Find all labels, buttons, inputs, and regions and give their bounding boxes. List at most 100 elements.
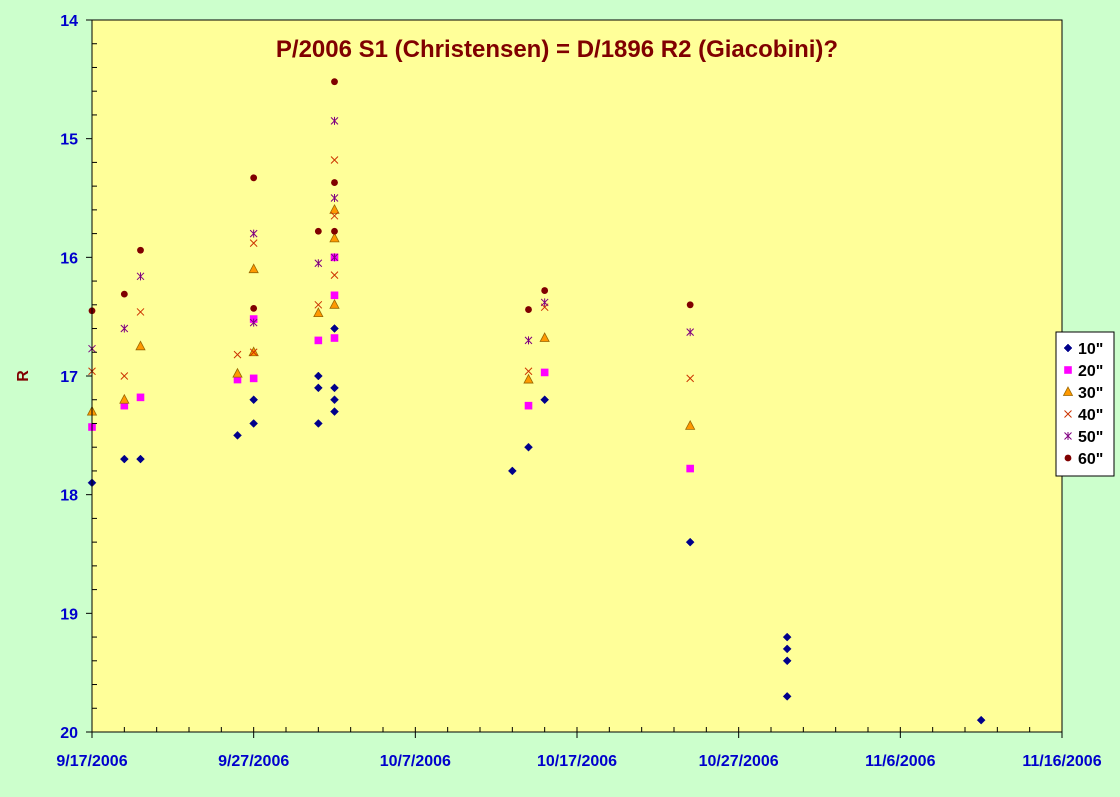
data-point-triangle	[119, 393, 130, 404]
data-point-triangle	[329, 204, 340, 214]
data-point-triangle	[685, 419, 696, 430]
legend-label: 50"	[1078, 429, 1103, 446]
data-point-triangle	[248, 346, 259, 357]
data-point-diamond	[233, 430, 242, 440]
legend-label: 10"	[1078, 341, 1103, 358]
data-point-circle	[250, 174, 258, 182]
data-point-star	[314, 259, 323, 268]
data-point-circle	[331, 179, 338, 186]
data-point-x	[249, 348, 258, 357]
data-point-diamond	[524, 442, 533, 452]
data-point-star	[136, 272, 145, 281]
chart-title: P/2006 S1 (Christensen) = D/1896 R2 (Gia…	[276, 36, 838, 63]
x-tick-label: 9/17/2006	[56, 753, 127, 770]
x-tick-label: 10/17/2006	[537, 753, 617, 770]
series-5-group	[88, 116, 695, 353]
data-point-star	[249, 318, 258, 327]
data-point-diamond	[782, 656, 792, 666]
data-point-x	[249, 239, 258, 247]
data-point-diamond	[249, 419, 259, 428]
marks-layer	[86, 78, 986, 725]
x-tick-label: 11/6/2006	[865, 753, 935, 770]
y-tick-label: 19	[60, 606, 78, 623]
x-tick-label: 9/27/2006	[218, 753, 289, 770]
data-point-circle	[314, 227, 322, 235]
data-point-circle	[120, 290, 128, 298]
y-tick-label: 17	[60, 369, 78, 386]
data-point-diamond	[119, 454, 129, 464]
data-point-x	[233, 350, 242, 359]
data-point-diamond	[330, 324, 339, 333]
y-tick-label: 18	[60, 488, 78, 505]
data-point-circle	[686, 301, 694, 309]
series-1-group	[87, 324, 986, 725]
data-point-star	[330, 194, 339, 202]
legend-box	[1055, 331, 1115, 477]
data-point-circle	[250, 304, 258, 312]
data-point-triangle	[329, 298, 340, 309]
data-point-diamond	[540, 395, 550, 405]
data-point-star	[686, 328, 695, 337]
legend-label: 20"	[1078, 363, 1103, 380]
data-point-circle	[137, 246, 144, 254]
legend-label: 60"	[1078, 451, 1103, 468]
series-3-group	[86, 204, 696, 430]
data-point-square	[330, 291, 339, 300]
data-point-x	[330, 156, 339, 164]
legend-square-icon	[1064, 366, 1072, 374]
y-tick-label: 16	[60, 250, 78, 267]
data-point-circle	[525, 306, 532, 313]
y-axis-label: R	[15, 370, 32, 382]
data-point-square	[330, 334, 339, 342]
axes-layer: 14 15 16 17 18 19 20 9/17/2006 9/27/2006 10/7/200…	[56, 13, 1101, 770]
data-point-diamond	[782, 692, 792, 701]
data-point-diamond	[313, 371, 323, 381]
series-6-group	[88, 78, 694, 315]
data-point-diamond	[685, 537, 695, 547]
data-point-diamond	[330, 407, 339, 416]
data-point-triangle	[232, 367, 243, 378]
data-point-star	[330, 253, 339, 262]
data-point-diamond	[976, 715, 986, 725]
data-point-triangle	[313, 307, 324, 318]
data-point-square	[136, 393, 145, 402]
legend-diamond-icon	[1063, 343, 1073, 353]
x-tick-label: 10/27/2006	[699, 753, 779, 770]
data-point-diamond	[507, 466, 517, 476]
data-point-star	[524, 336, 533, 345]
data-point-star	[540, 298, 549, 307]
data-point-diamond	[313, 419, 323, 428]
data-point-star	[330, 116, 339, 125]
data-point-diamond	[313, 383, 323, 393]
data-point-x	[314, 300, 323, 309]
x-tick-label: 11/16/2006	[1022, 753, 1101, 770]
data-point-diamond	[782, 644, 792, 654]
y-tick-label: 20	[60, 725, 78, 742]
data-point-square	[314, 336, 323, 345]
data-point-triangle	[329, 232, 340, 243]
legend-star-icon	[1064, 432, 1072, 440]
legend-triangle-icon	[1062, 386, 1074, 396]
y-tick-label: 15	[60, 132, 78, 149]
data-point-triangle	[248, 263, 259, 274]
data-point-triangle	[523, 373, 534, 384]
data-point-square	[540, 368, 549, 377]
data-point-triangle	[135, 340, 146, 351]
data-point-x	[524, 367, 533, 376]
data-point-star	[249, 229, 258, 238]
data-point-x	[120, 372, 129, 380]
legend-x-icon	[1064, 410, 1072, 418]
legend-label: 30"	[1078, 385, 1103, 402]
data-point-diamond	[136, 454, 145, 464]
data-point-circle	[541, 287, 549, 294]
data-point-x	[330, 271, 339, 279]
data-point-star	[120, 324, 129, 333]
data-point-square	[249, 374, 258, 383]
data-point-x	[136, 308, 145, 316]
data-point-triangle	[539, 332, 550, 342]
legend: 10" 20" 30" 40" 50" 60"	[1055, 331, 1115, 477]
x-tick-label: 10/7/2006	[380, 753, 451, 770]
data-point-diamond	[782, 632, 792, 642]
